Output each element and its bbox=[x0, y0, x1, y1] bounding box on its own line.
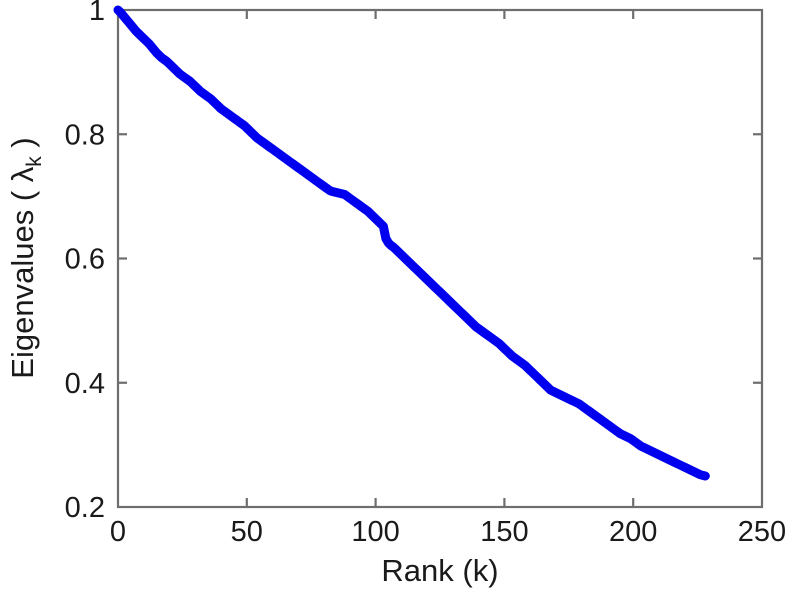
y-axis-ticks bbox=[118, 133, 762, 384]
y-axis-title-prefix: Eigenvalues ( bbox=[5, 182, 40, 378]
plot-frame bbox=[116, 8, 764, 509]
y-tick-label: 0.8 bbox=[65, 119, 105, 151]
y-axis-title-subscript: k bbox=[23, 156, 46, 167]
x-tick-label: 200 bbox=[609, 516, 657, 548]
series-line-eigenvalues bbox=[113, 5, 710, 481]
y-tick-label: 0.6 bbox=[65, 244, 105, 276]
data-series-group bbox=[113, 5, 710, 481]
x-tick-label: 0 bbox=[110, 516, 126, 548]
y-tick-label: 1 bbox=[89, 0, 105, 27]
y-tick-label: 0.4 bbox=[65, 368, 105, 400]
svg-text:Eigenvalues ( λk ): Eigenvalues ( λk ) bbox=[5, 137, 46, 378]
x-tick-label: 100 bbox=[351, 516, 399, 548]
x-axis-title: Rank (k) bbox=[381, 553, 498, 588]
x-tick-label: 150 bbox=[480, 516, 528, 548]
y-axis-title-symbol: λ bbox=[5, 166, 40, 182]
y-tick-label: 0.2 bbox=[65, 492, 105, 524]
x-tick-label: 250 bbox=[738, 516, 786, 548]
axis-box bbox=[116, 8, 764, 509]
y-axis-title: Eigenvalues ( λk ) bbox=[5, 137, 46, 378]
x-tick-label: 50 bbox=[231, 516, 263, 548]
y-tick-labels: 0.2 0.4 0.6 0.8 1 bbox=[65, 0, 105, 524]
y-axis-title-suffix: ) bbox=[5, 137, 40, 156]
x-axis-ticks bbox=[245, 10, 635, 507]
x-tick-labels: 0 50 100 150 200 250 bbox=[110, 516, 786, 548]
